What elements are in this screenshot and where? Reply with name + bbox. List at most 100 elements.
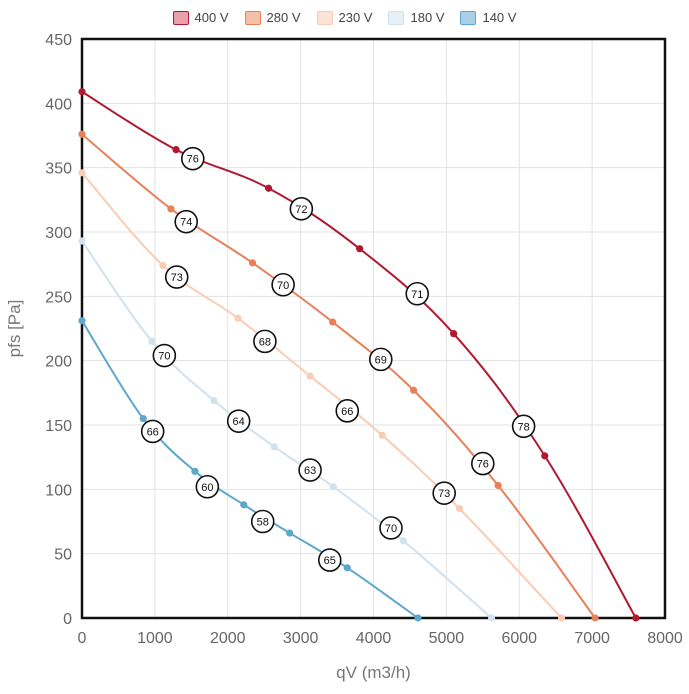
efficiency-badge xyxy=(471,451,495,476)
plot-frame xyxy=(80,37,667,620)
legend-item[interactable]: 230 V xyxy=(316,10,373,25)
efficiency-badge xyxy=(164,265,189,289)
data-point[interactable] xyxy=(167,205,175,213)
legend-item[interactable]: 180 V xyxy=(388,10,444,25)
chart-legend: 400 V 280 V 230 V 180 V 140 V xyxy=(0,10,689,25)
efficiency-badge xyxy=(511,414,536,439)
legend-item[interactable]: 140 V xyxy=(460,10,516,25)
grid-lines xyxy=(81,38,666,619)
x-axis-label: qV (m3/h) xyxy=(336,663,411,682)
data-point[interactable] xyxy=(78,169,86,177)
efficiency-badge xyxy=(289,197,314,221)
efficiency-badge xyxy=(180,146,205,171)
series-140v: 66 60 58 65 xyxy=(78,317,422,622)
legend-item[interactable]: 400 V xyxy=(172,10,229,25)
legend-label: 400 V xyxy=(194,10,229,25)
efficiency-badge xyxy=(335,399,360,423)
data-point[interactable] xyxy=(78,88,86,96)
efficiency-label: 72 xyxy=(295,204,307,216)
data-point[interactable] xyxy=(414,614,422,622)
y-tick-label: 350 xyxy=(45,161,72,178)
efficiency-label: 78 xyxy=(517,421,529,433)
efficiency-label: 71 xyxy=(411,289,423,301)
x-tick-label: 5000 xyxy=(429,630,465,647)
y-tick-label: 0 xyxy=(63,611,72,628)
data-point[interactable] xyxy=(378,431,386,439)
x-tick-label: 0 xyxy=(78,630,87,647)
data-point[interactable] xyxy=(78,317,86,325)
efficiency-label: 60 xyxy=(201,482,213,494)
efficiency-badge xyxy=(271,272,295,297)
data-point[interactable] xyxy=(240,501,248,509)
data-point[interactable] xyxy=(591,614,599,622)
legend-swatch xyxy=(460,10,477,25)
x-tick-label: 6000 xyxy=(501,630,537,647)
y-tick-label: 150 xyxy=(45,418,72,435)
efficiency-label: 68 xyxy=(259,336,271,348)
series-230v: 73 68 66 73 xyxy=(78,169,566,622)
efficiency-badge xyxy=(379,516,403,540)
data-point[interactable] xyxy=(139,414,147,423)
efficiency-badge xyxy=(152,343,177,368)
data-point[interactable] xyxy=(148,337,156,345)
x-tick-label: 4000 xyxy=(356,630,392,647)
data-point[interactable] xyxy=(409,386,418,394)
data-point[interactable] xyxy=(329,483,338,491)
efficiency-label: 76 xyxy=(187,154,199,166)
efficiency-badge xyxy=(250,509,275,534)
data-point[interactable] xyxy=(210,396,218,405)
series-line[interactable] xyxy=(81,133,596,619)
y-tick-label: 450 xyxy=(45,32,72,49)
efficiency-badge xyxy=(140,419,165,444)
legend-swatch xyxy=(172,10,189,25)
y-tick-label: 100 xyxy=(45,482,72,499)
data-point[interactable] xyxy=(248,259,257,267)
efficiency-badge xyxy=(432,481,456,505)
y-tick-label: 250 xyxy=(45,289,72,306)
efficiency-label: 70 xyxy=(277,280,289,292)
efficiency-badge xyxy=(368,347,393,372)
data-point[interactable] xyxy=(264,184,273,192)
data-point[interactable] xyxy=(286,529,294,537)
series-180v: 70 64 63 70 xyxy=(78,237,496,622)
data-point[interactable] xyxy=(356,245,364,253)
efficiency-label: 73 xyxy=(438,488,450,500)
y-tick-label: 400 xyxy=(45,96,72,113)
data-point[interactable] xyxy=(632,614,640,622)
data-point[interactable] xyxy=(234,314,242,322)
efficiency-label: 66 xyxy=(341,406,353,418)
data-point[interactable] xyxy=(557,614,566,622)
data-point[interactable] xyxy=(306,372,314,380)
x-tick-label: 7000 xyxy=(574,630,610,647)
data-point[interactable] xyxy=(78,130,86,138)
legend-item[interactable]: 280 V xyxy=(244,10,301,25)
series-line[interactable] xyxy=(81,320,419,619)
data-point[interactable] xyxy=(455,505,464,513)
data-point[interactable] xyxy=(270,443,278,451)
data-point[interactable] xyxy=(399,537,407,545)
efficiency-label: 66 xyxy=(147,426,159,438)
data-point[interactable] xyxy=(494,481,502,490)
data-point[interactable] xyxy=(541,452,549,460)
data-point[interactable] xyxy=(450,330,458,338)
data-point[interactable] xyxy=(78,237,86,245)
efficiency-label: 76 xyxy=(477,459,489,471)
x-tick-label: 1000 xyxy=(137,630,173,647)
efficiency-badge xyxy=(174,209,199,234)
efficiency-label: 65 xyxy=(324,555,336,567)
data-point[interactable] xyxy=(172,146,180,154)
legend-swatch xyxy=(316,10,333,25)
data-point[interactable] xyxy=(329,318,337,326)
data-point[interactable] xyxy=(159,261,167,270)
efficiency-badge xyxy=(226,409,251,433)
data-point[interactable] xyxy=(343,564,351,572)
y-tick-label: 50 xyxy=(54,547,72,564)
data-point[interactable] xyxy=(487,614,496,622)
efficiency-badge xyxy=(298,458,322,482)
x-tick-label: 2000 xyxy=(210,630,246,647)
efficiency-label: 70 xyxy=(158,351,170,363)
data-point[interactable] xyxy=(191,467,199,475)
legend-label: 230 V xyxy=(338,10,373,25)
